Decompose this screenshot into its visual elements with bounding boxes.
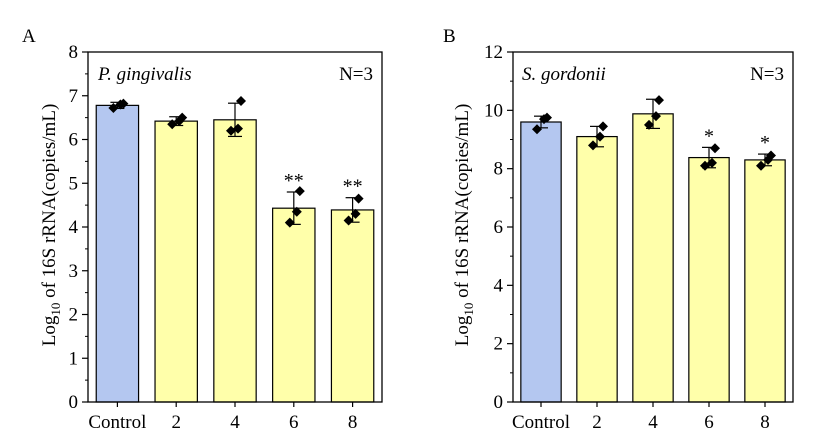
panel-a-data-point (236, 96, 246, 106)
panel-a-x-tick-label: 4 (230, 412, 240, 433)
panel-b-y-tick-label: 6 (494, 217, 504, 238)
panel-a-plot-frame (87, 51, 383, 403)
panel-a-y-tick-label: 8 (69, 42, 79, 63)
panel-a-x-tick-label: 8 (348, 412, 358, 433)
panel-b-bar (576, 135, 618, 403)
panel-a-y-tick-label: 5 (69, 173, 79, 194)
panel-a-data-point (350, 208, 361, 219)
panel-a-data-point (291, 206, 302, 217)
panel-a-significance-marks: ** ** (284, 170, 363, 198)
panel-b-data-point (651, 111, 661, 122)
panel-b-bar (632, 113, 674, 403)
panel-a-sample-size: N=3 (339, 64, 373, 85)
panel-a-x-tick-label: 6 (289, 412, 299, 433)
panel-a-data-point (284, 217, 295, 228)
panel-b-y-axis-label-subscript: 10 (461, 303, 476, 316)
panel-b-y-axis-label-prefix: Log (452, 315, 473, 346)
panel-a-y-axis-label-suffix: of 16S rRNA(copies/mL) (39, 104, 60, 303)
panel-a-x-tick-label: 2 (171, 412, 181, 433)
panel-b-data-point (654, 95, 664, 106)
panel-a-y-tick-label: 3 (69, 261, 79, 282)
panel-a-y-tick-label: 7 (69, 86, 79, 107)
panel-b-data-point (542, 112, 552, 123)
panel-b-bar (744, 159, 786, 403)
panel-b-y-tick-label: 8 (494, 159, 504, 180)
panel-b-bars (520, 113, 786, 403)
panel-b-significance-marks: * * (704, 125, 770, 154)
panel-b: B S. gordonii N=3 Log10 of 16S rRNA(copi… (443, 26, 794, 433)
panel-b-data-points (532, 95, 776, 171)
panel-a: A P. gingivalis N=3 Log10 of 16S rRNA(co… (22, 26, 383, 433)
panel-b-significance-mark: * (704, 125, 714, 147)
panel-a-bar (154, 120, 198, 403)
panel-a-data-point (118, 98, 129, 109)
panel-a-bar (95, 104, 140, 403)
panel-b-plot-frame (512, 51, 794, 403)
panel-a-significance-mark: ** (343, 176, 363, 198)
panel-b-bar (688, 156, 730, 403)
panel-a-bar (213, 119, 257, 403)
panel-b-y-tick-label: 0 (494, 392, 504, 413)
panel-a-bar (330, 209, 375, 403)
panel-a-y-axis-label-prefix: Log (39, 315, 60, 346)
panel-b-significance-mark: * (760, 132, 770, 154)
panel-b-y-tick-label: 10 (484, 100, 503, 121)
panel-b-x-tick-label: 4 (648, 412, 658, 433)
panel-b-x-tick-label: Control (512, 412, 570, 433)
panel-a-data-point (233, 123, 243, 134)
panel-b-x-tick-label: 6 (704, 412, 714, 433)
panel-b-y-ticks: 0 2 4 6 8 10 12 (484, 42, 513, 413)
panel-b-data-point (598, 121, 608, 132)
panel-a-y-tick-label: 1 (69, 348, 79, 369)
panel-a-bars (95, 104, 375, 403)
panel-b-data-point (756, 160, 766, 171)
panel-a-data-point (108, 103, 119, 113)
panel-a-y-tick-label: 2 (69, 305, 79, 326)
panel-b-data-point (588, 140, 598, 151)
panel-a-y-tick-label: 6 (69, 130, 79, 151)
panel-a-y-ticks: 0 1 2 3 4 5 6 7 8 (69, 42, 88, 413)
panel-a-data-point (343, 215, 354, 226)
panel-b-x-tick-label: 8 (760, 412, 770, 433)
panel-b-title: S. gordonii (522, 64, 606, 85)
panel-a-y-tick-label: 4 (69, 217, 79, 238)
panel-b-data-point (644, 119, 654, 130)
panel-b-y-tick-label: 12 (484, 42, 503, 63)
panel-a-y-axis-label-subscript: 10 (48, 303, 63, 316)
panel-a-data-point (294, 186, 305, 197)
panel-a-x-ticks: Control 2 4 6 8 (88, 402, 357, 433)
panel-b-y-axis-label: Log10 of 16S rRNA(copies/mL) (452, 104, 476, 347)
panel-b-data-point (532, 124, 542, 135)
panel-b-data-point (766, 150, 776, 161)
panel-a-x-tick-label: Control (88, 412, 146, 433)
panel-a-significance-mark: ** (284, 170, 304, 192)
panel-a-data-point (177, 112, 188, 123)
panel-b-x-ticks: Control 2 4 6 8 (512, 402, 770, 433)
panel-b-y-tick-label: 4 (494, 275, 504, 296)
panel-b-label: B (443, 26, 456, 47)
panel-b-data-point (707, 157, 717, 168)
panel-b-x-tick-label: 2 (592, 412, 602, 433)
panel-b-y-tick-label: 2 (494, 334, 504, 355)
panel-a-title: P. gingivalis (97, 64, 192, 85)
panel-a-label: A (22, 26, 36, 47)
panel-b-data-point (710, 143, 720, 154)
panel-b-data-point (595, 131, 605, 142)
panel-b-y-axis-label-suffix: of 16S rRNA(copies/mL) (452, 104, 473, 303)
panel-a-data-points (108, 96, 364, 228)
panel-a-y-axis-label: Log10 of 16S rRNA(copies/mL) (39, 104, 63, 347)
panel-a-bar (272, 207, 316, 403)
panel-a-data-point (353, 193, 364, 204)
panel-b-bar (520, 121, 562, 403)
panel-b-sample-size: N=3 (750, 64, 784, 85)
panel-a-y-tick-label: 0 (69, 392, 79, 413)
panel-a-data-point (167, 119, 178, 130)
